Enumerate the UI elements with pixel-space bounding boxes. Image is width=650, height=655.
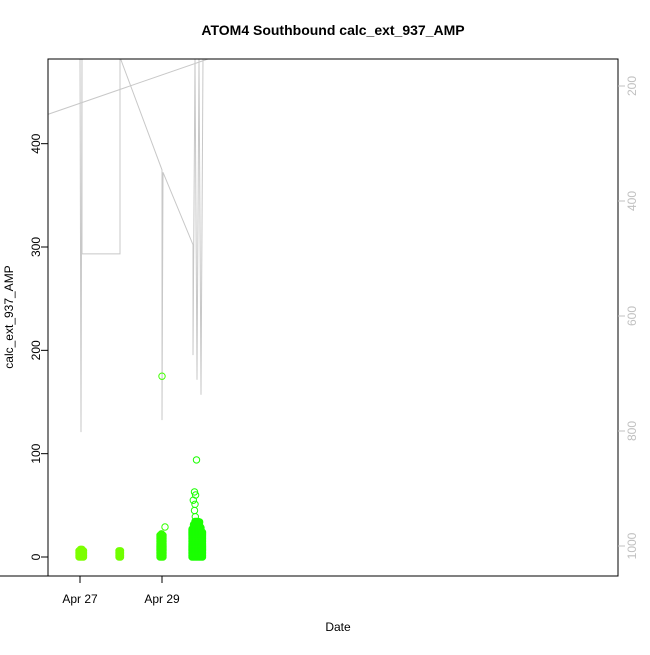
y-axis-label: calc_ext_937_AMP <box>2 265 16 368</box>
y-tick-label: 300 <box>29 237 43 257</box>
data-point-outlier <box>189 496 198 504</box>
depth-trace-line <box>48 59 210 433</box>
data-point <box>116 547 125 555</box>
y-right-tick-label: 800 <box>625 421 639 441</box>
data-point-outlier <box>195 518 204 526</box>
data-point-outlier <box>192 456 201 464</box>
data-point-outlier <box>190 506 199 515</box>
point-cluster <box>156 530 167 561</box>
y-tick-label: 0 <box>29 553 43 560</box>
plot-frame <box>47 58 619 577</box>
data-point <box>198 528 207 536</box>
y-right-tick-label: 200 <box>625 76 639 96</box>
y-right-tick-label: 600 <box>625 306 639 326</box>
data-point-outlier <box>191 513 200 521</box>
y-tick-label: 100 <box>29 443 43 463</box>
scatter-points <box>75 372 207 561</box>
y-axis-right: 200 400 600 800 1000 <box>618 76 639 559</box>
data-point-outlier <box>158 372 166 380</box>
x-tick-label: Apr 27 <box>62 592 98 606</box>
point-cluster <box>75 545 88 561</box>
x-tick-label: Apr 29 <box>144 592 180 606</box>
y-axis: 0 100 200 300 400 <box>29 133 48 560</box>
y-right-tick-label: 1000 <box>625 532 639 559</box>
point-cluster <box>188 517 207 561</box>
data-point-outlier <box>191 500 199 508</box>
y-tick-label: 200 <box>29 340 43 360</box>
y-right-tick-label: 400 <box>625 191 639 211</box>
point-cluster <box>115 547 125 561</box>
x-axis-label: Date <box>325 620 351 634</box>
y-tick-label: 400 <box>29 133 43 153</box>
data-point-outlier <box>190 488 199 496</box>
chart-title: ATOM4 Southbound calc_ext_937_AMP <box>201 22 464 38</box>
data-point <box>159 531 167 539</box>
depth-trace <box>48 59 210 433</box>
data-point <box>79 547 88 555</box>
data-point-outlier <box>161 523 169 531</box>
